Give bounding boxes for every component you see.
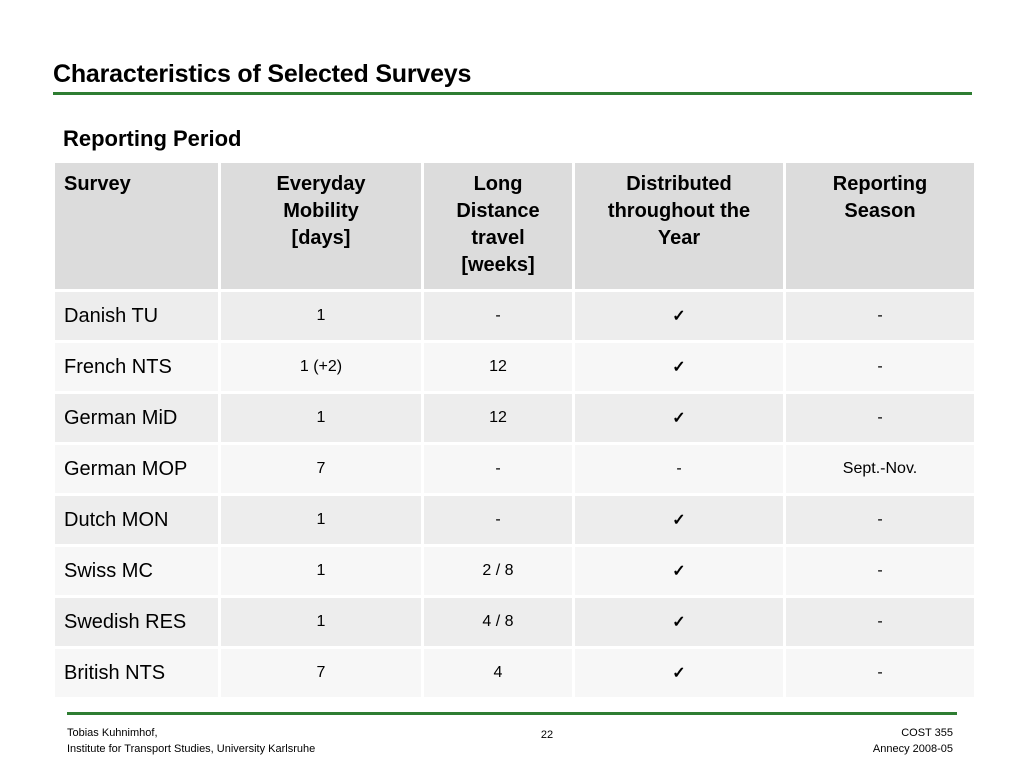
long-distance-weeks: - [421,442,575,496]
title-divider [53,92,972,95]
survey-name: German MOP [52,442,221,496]
everyday-days: 1 (+2) [218,340,424,394]
distributed-check-icon: ✓ [572,289,786,343]
survey-name: French NTS [52,340,221,394]
reporting-season: - [783,544,977,598]
reporting-season: - [783,391,977,445]
everyday-days: 1 [218,544,424,598]
header-survey: Survey [52,160,221,292]
survey-name: Dutch MON [52,493,221,547]
table-row: Swiss MC 1 2 / 8 ✓ - [52,544,977,598]
everyday-days: 1 [218,289,424,343]
footer-author-block: Tobias Kuhnimhof, Institute for Transpor… [67,725,315,757]
footer-event: COST 355 [901,727,953,739]
page-number: 22 [540,729,554,741]
reporting-season: - [783,289,977,343]
footer-author: Tobias Kuhnimhof, [67,727,158,739]
everyday-days: 1 [218,493,424,547]
footer-location-date: Annecy 2008-05 [872,743,953,755]
everyday-days: 1 [218,391,424,445]
survey-name: Swiss MC [52,544,221,598]
long-distance-weeks: 4 [421,646,575,700]
footer-event-block: COST 355 Annecy 2008-05 [873,725,953,757]
table-row: Dutch MON 1 - ✓ - [52,493,977,547]
footer-institute: Institute for Transport Studies, Univers… [67,743,316,755]
survey-name: Danish TU [52,289,221,343]
long-distance-weeks: 12 [421,340,575,394]
long-distance-weeks: 12 [421,391,575,445]
long-distance-weeks: 2 / 8 [421,544,575,598]
table-row: French NTS 1 (+2) 12 ✓ - [52,340,977,394]
reporting-season: - [783,595,977,649]
distributed-check-icon: ✓ [572,493,786,547]
distributed-check-icon: ✓ [572,595,786,649]
table-row: German MiD 1 12 ✓ - [52,391,977,445]
everyday-days: 7 [218,646,424,700]
survey-name: British NTS [52,646,221,700]
table-row: Swedish RES 1 4 / 8 ✓ - [52,595,977,649]
survey-name: German MiD [52,391,221,445]
long-distance-weeks: 4 / 8 [421,595,575,649]
header-reporting-season: Reporting Season [783,160,977,292]
table-row: Danish TU 1 - ✓ - [52,289,977,343]
header-distributed: Distributed throughout the Year [572,160,786,292]
reporting-season: - [783,646,977,700]
header-everyday-mobility: Everyday Mobility [days] [218,160,424,292]
distributed-value: - [572,442,786,496]
table-row: German MOP 7 - - Sept.-Nov. [52,442,977,496]
distributed-check-icon: ✓ [572,340,786,394]
everyday-days: 7 [218,442,424,496]
distributed-check-icon: ✓ [572,646,786,700]
table-header-row: Survey Everyday Mobility [days] Long Dis… [52,160,977,292]
long-distance-weeks: - [421,289,575,343]
section-subtitle: Reporting Period [63,126,242,151]
distributed-check-icon: ✓ [572,544,786,598]
reporting-season: - [783,493,977,547]
reporting-season: Sept.-Nov. [783,442,977,496]
footer-divider [67,712,957,715]
header-long-distance: Long Distance travel [weeks] [421,160,575,292]
table-row: British NTS 7 4 ✓ - [52,646,977,700]
distributed-check-icon: ✓ [572,391,786,445]
survey-name: Swedish RES [52,595,221,649]
everyday-days: 1 [218,595,424,649]
long-distance-weeks: - [421,493,575,547]
reporting-season: - [783,340,977,394]
survey-table: Survey Everyday Mobility [days] Long Dis… [52,160,977,700]
slide-title: Characteristics of Selected Surveys [53,60,472,88]
